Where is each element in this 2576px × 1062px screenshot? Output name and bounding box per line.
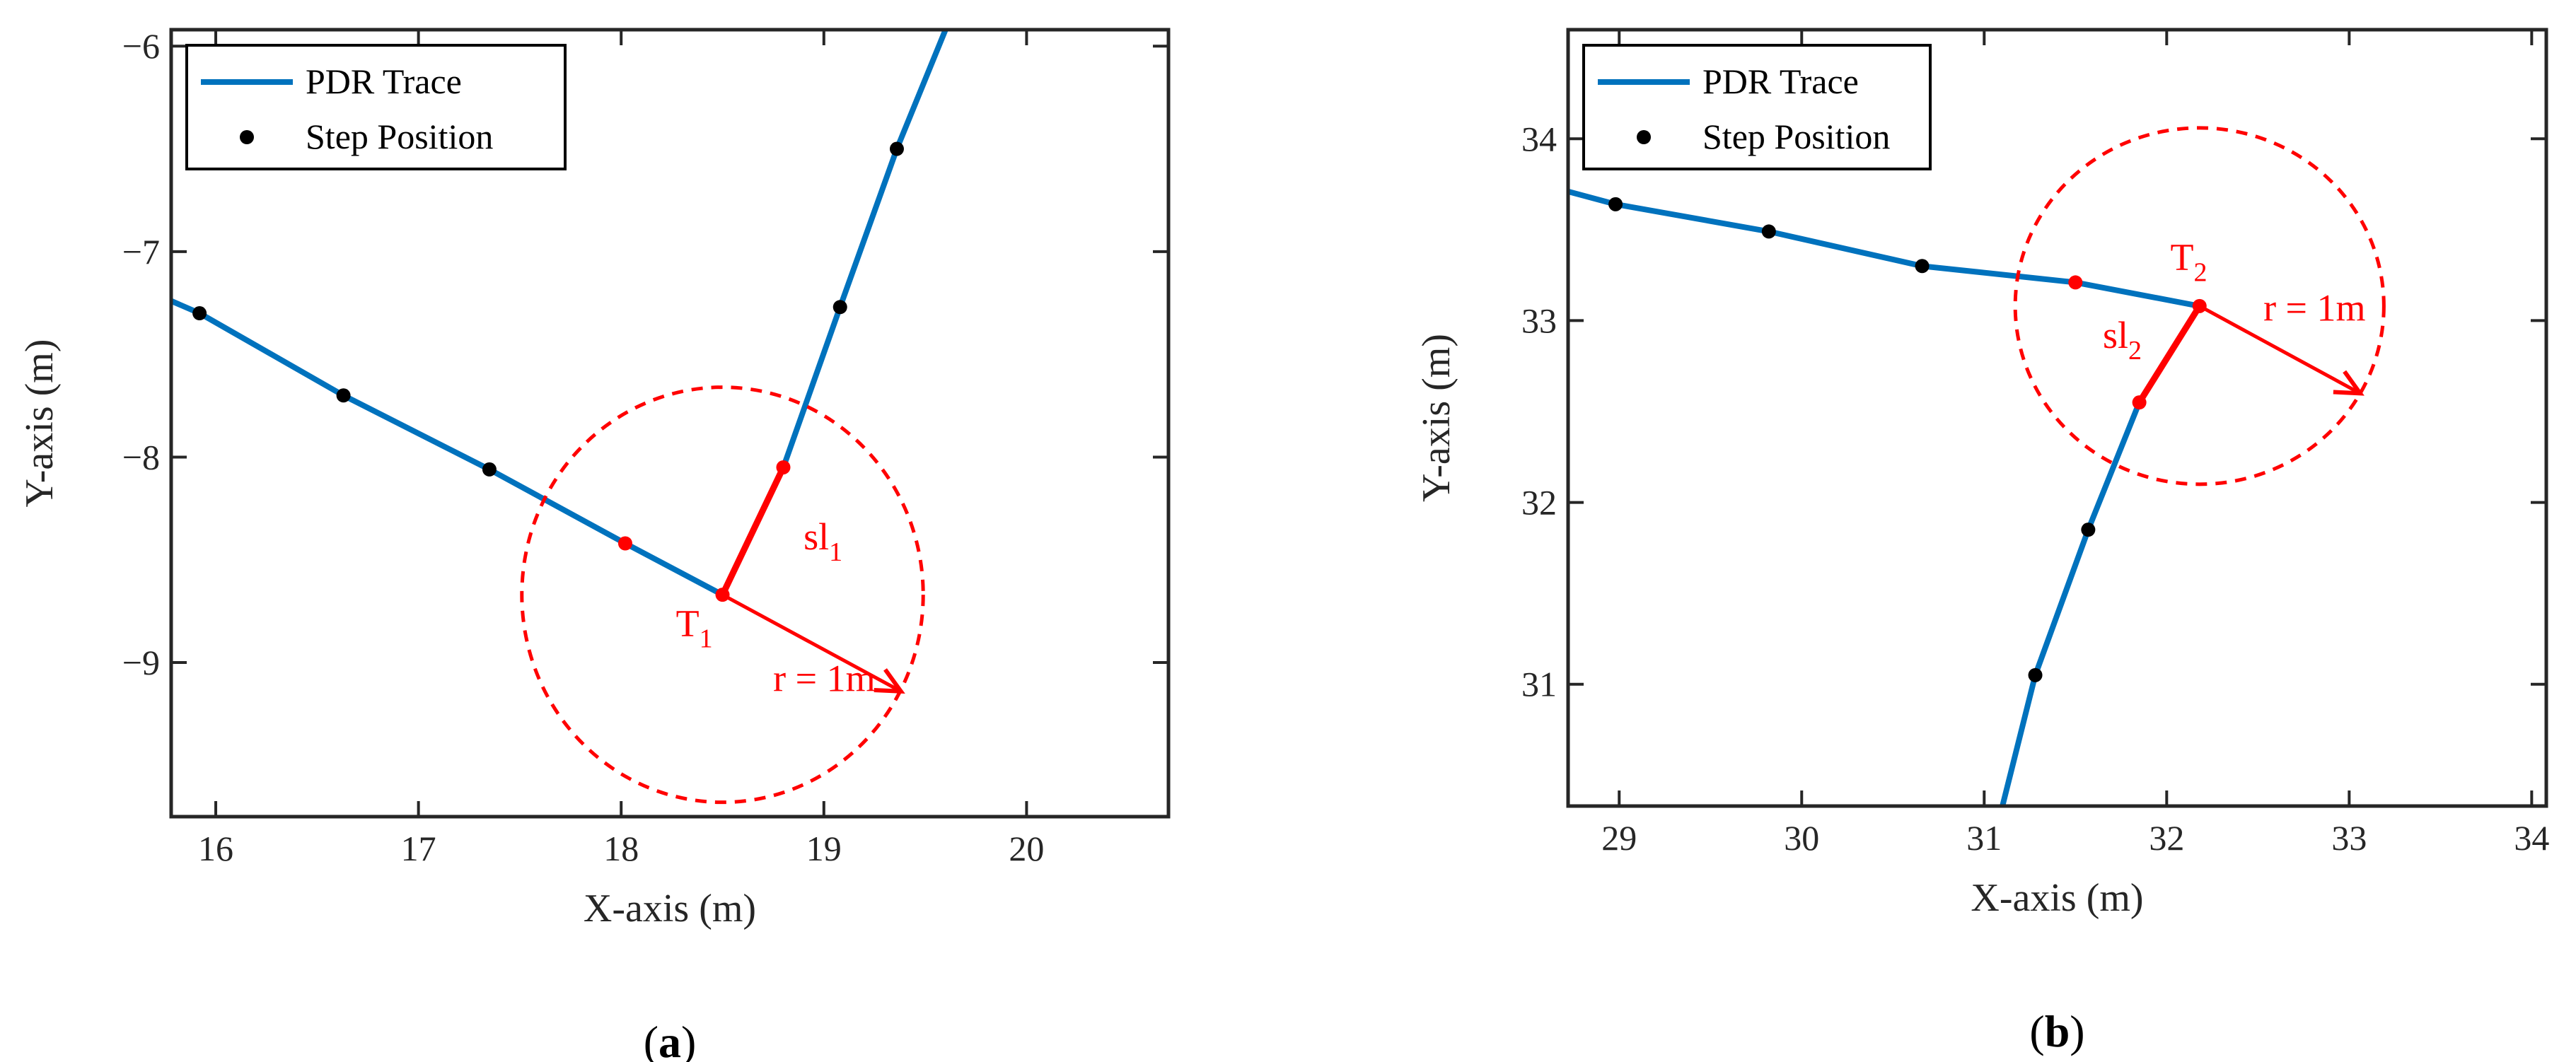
step-length-label-b: sl2 bbox=[2103, 314, 2142, 366]
x-tick-label: 31 bbox=[1966, 818, 2002, 858]
x-tick-label: 33 bbox=[2331, 818, 2367, 858]
highlighted-step-point bbox=[2133, 395, 2147, 409]
turn-label-a: T1 bbox=[676, 602, 713, 653]
x-axis-label-b: X-axis (m) bbox=[1971, 876, 2143, 920]
highlighted-step-point bbox=[2193, 299, 2207, 313]
highlighted-step-point bbox=[776, 460, 790, 474]
x-tick-label: 30 bbox=[1784, 818, 1819, 858]
step-position-point bbox=[890, 142, 904, 156]
x-tick-label: 29 bbox=[1601, 818, 1637, 858]
x-tick-label: 19 bbox=[806, 829, 842, 868]
x-tick-label: 17 bbox=[401, 829, 436, 868]
x-tick-label: 18 bbox=[603, 829, 639, 868]
turn-label-b: T2 bbox=[2170, 235, 2207, 287]
step-position-point bbox=[1915, 259, 1930, 273]
panel-label-close: ) bbox=[2070, 1006, 2084, 1056]
y-tick-label: 31 bbox=[1521, 665, 1557, 704]
legend-dot-swatch-a bbox=[240, 130, 254, 144]
pdr-trace-line bbox=[1568, 192, 2200, 806]
x-axis-label-a: X-axis (m) bbox=[584, 887, 756, 930]
y-tick-label: 33 bbox=[1521, 300, 1557, 340]
legend-label-pdr-trace: PDR Trace bbox=[306, 62, 462, 101]
x-tick-label: 16 bbox=[198, 829, 233, 868]
y-axis-label-a: Y-axis (m) bbox=[18, 339, 62, 508]
highlighted-step-point bbox=[618, 537, 632, 551]
panel-b: 29 30 31 32 33 34 31 32 33 34 X-axis (m) Y-axis (… bbox=[1415, 30, 2549, 1056]
panel-label-open: ( bbox=[2029, 1006, 2044, 1056]
x-tick-label: 34 bbox=[2514, 818, 2549, 858]
step-position-point bbox=[2081, 523, 2095, 537]
turn-label-subscript: 2 bbox=[2193, 257, 2207, 287]
y-tick-label: −6 bbox=[122, 26, 160, 66]
radius-label-b: r = 1m bbox=[2263, 286, 2365, 329]
highlighted-step-point bbox=[2068, 275, 2082, 289]
step-position-point bbox=[1762, 224, 1776, 238]
turn-label-text: T bbox=[2170, 235, 2193, 278]
panel-a: 16 17 18 19 20 −6 −7 −8 −9 X-axis (m) Y-axis (m)… bbox=[18, 26, 1168, 1062]
legend-label-step-position: Step Position bbox=[306, 117, 493, 156]
y-tick-label: 34 bbox=[1521, 119, 1557, 158]
legend-label-step-position: Step Position bbox=[1702, 117, 1890, 156]
turn-label-subscript: 1 bbox=[700, 624, 713, 653]
panel-label-close: ) bbox=[681, 1017, 696, 1062]
legend-a: PDR Trace Step Position bbox=[187, 45, 565, 169]
legend-dot-swatch-b bbox=[1637, 130, 1651, 144]
highlighted-step-segment bbox=[2140, 306, 2200, 402]
step-label-text: sl bbox=[803, 515, 829, 558]
step-position-point bbox=[833, 300, 847, 314]
y-tick-label: −9 bbox=[122, 643, 160, 682]
plot-area-b bbox=[1568, 128, 2384, 806]
radius-label-a: r = 1m bbox=[773, 658, 875, 700]
y-axis-label-b: Y-axis (m) bbox=[1415, 334, 1458, 502]
panel-label-open: ( bbox=[644, 1017, 658, 1062]
y-tick-label: −7 bbox=[122, 232, 160, 272]
turn-label-text: T bbox=[676, 602, 700, 644]
x-tick-label: 20 bbox=[1009, 829, 1044, 868]
step-position-point bbox=[1608, 197, 1623, 211]
step-position-point bbox=[482, 462, 497, 477]
legend-b: PDR Trace Step Position bbox=[1584, 45, 1930, 169]
step-position-point bbox=[2029, 668, 2043, 682]
step-label-subscript: 2 bbox=[2128, 336, 2142, 366]
legend-label-pdr-trace: PDR Trace bbox=[1702, 62, 1859, 101]
panel-label-a: (a) bbox=[644, 1017, 697, 1062]
panel-label-b: (b) bbox=[2029, 1006, 2084, 1056]
step-length-label-a: sl1 bbox=[803, 515, 842, 567]
step-position-point bbox=[192, 306, 207, 320]
panel-label-letter: b bbox=[2045, 1006, 2070, 1056]
step-label-subscript: 1 bbox=[829, 537, 842, 567]
step-label-text: sl bbox=[2103, 314, 2128, 356]
highlighted-step-point bbox=[716, 588, 730, 602]
y-tick-label: 32 bbox=[1521, 483, 1557, 523]
highlighted-step-segment bbox=[723, 467, 784, 595]
y-tick-label: −8 bbox=[122, 437, 160, 477]
x-tick-label: 32 bbox=[2149, 818, 2184, 858]
panel-label-letter: a bbox=[658, 1017, 681, 1062]
step-position-point bbox=[337, 388, 351, 402]
